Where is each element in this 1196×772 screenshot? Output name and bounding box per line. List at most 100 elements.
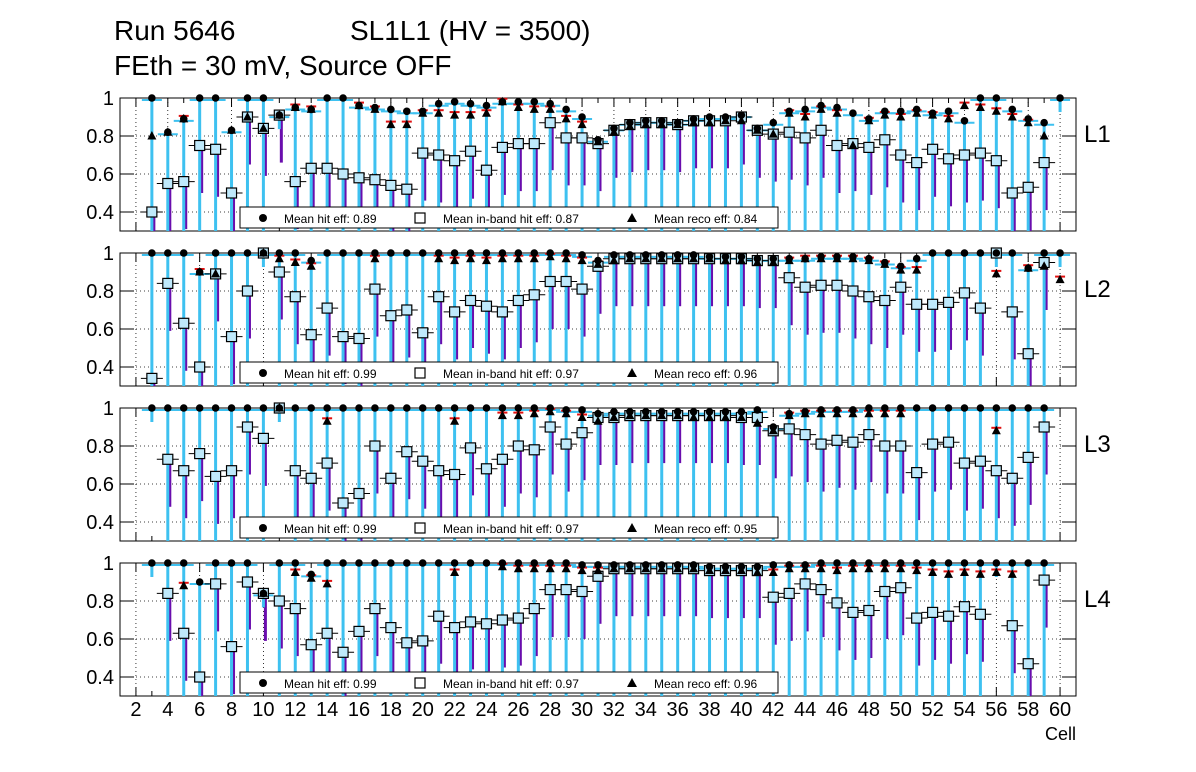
reco-point	[641, 410, 651, 420]
y-tick-label: 0.4	[86, 512, 114, 534]
reco-point	[211, 268, 221, 278]
inband-point	[1022, 658, 1034, 670]
inband-point	[799, 281, 811, 293]
reco-point	[689, 412, 699, 421]
inband-point	[146, 206, 158, 218]
hit-point	[164, 404, 172, 412]
chamber-label: SL1L1 (HV = 3500)	[350, 15, 591, 46]
hit-point	[610, 408, 618, 416]
hit-point	[1008, 249, 1017, 257]
inband-point	[480, 164, 493, 176]
inband-point	[194, 671, 206, 683]
reco-point	[545, 104, 555, 113]
reco-point	[497, 96, 507, 106]
hit-point	[960, 404, 969, 412]
inband-point	[496, 141, 508, 153]
hit-point	[562, 559, 570, 567]
reco-point	[593, 416, 603, 425]
inband-point	[528, 289, 540, 301]
hit-point	[944, 404, 953, 412]
hit-point	[562, 105, 570, 114]
y-tick-label: 0.6	[86, 164, 114, 186]
reco-point	[306, 104, 316, 113]
hit-point	[1040, 404, 1048, 412]
inband-point	[178, 627, 190, 639]
inband-point	[273, 266, 285, 278]
inband-point	[958, 149, 971, 161]
reco-point	[322, 416, 332, 425]
hit-point	[403, 249, 411, 257]
inband-point	[353, 172, 365, 184]
inband-point	[911, 298, 923, 310]
inband-point	[974, 147, 987, 159]
reco-point	[609, 563, 619, 573]
inband-point	[178, 176, 190, 188]
reco-point	[816, 408, 826, 418]
reco-point	[832, 408, 842, 418]
x-tick-label: 22	[443, 699, 465, 721]
hit-point	[387, 105, 395, 114]
reco-point	[864, 115, 874, 125]
inband-point	[241, 285, 254, 297]
x-tick-label: 18	[380, 699, 402, 721]
hit-point	[450, 249, 459, 257]
reco-point	[736, 565, 746, 575]
legend-reco-marker	[627, 213, 637, 222]
x-tick-label: 20	[412, 699, 434, 721]
legend-inband-marker	[414, 367, 426, 379]
inband-point	[974, 608, 987, 620]
reco-point	[577, 412, 587, 421]
reco-point	[147, 131, 157, 140]
x-tick-label: 4	[162, 699, 173, 721]
hit-point	[403, 559, 411, 567]
hit-point	[976, 559, 985, 567]
inband-point	[417, 455, 429, 467]
hit-point	[339, 249, 347, 257]
panel-l1: 0.4 0.6 0.8 1 L1 Mean hit eff: 0.89 Mean in-ba…	[86, 88, 1111, 232]
hit-point	[498, 404, 507, 412]
inband-point	[1022, 348, 1034, 360]
inband-point	[1006, 620, 1018, 632]
hit-point	[530, 249, 539, 257]
reco-point	[513, 410, 523, 420]
legend-hit-label: Mean hit eff: 0.99	[284, 367, 377, 381]
x-tick-label: 12	[284, 699, 306, 721]
reco-point	[561, 408, 571, 418]
inband-point	[895, 149, 907, 161]
reco-point	[736, 412, 746, 421]
hit-point	[896, 107, 905, 116]
hit-point	[434, 249, 443, 257]
inband-point	[449, 468, 461, 481]
hit-point	[387, 249, 395, 257]
reco-point	[529, 253, 539, 263]
inband-point	[385, 179, 397, 191]
reco-point	[880, 259, 890, 268]
panel-l2: 0.4 0.6 0.8 1 L2 Mean hit eff: 0.99 Mean in-ba…	[86, 243, 1111, 387]
y-tick-label: 1	[103, 88, 114, 110]
hit-point	[737, 408, 746, 416]
inband-point	[401, 637, 413, 649]
inband-point	[926, 438, 939, 450]
hit-point	[960, 559, 969, 567]
hit-point	[976, 94, 985, 102]
inband-point	[225, 331, 238, 343]
inband-point	[496, 306, 508, 318]
inband-point	[879, 294, 891, 307]
hit-point	[195, 404, 204, 412]
inband-point	[289, 465, 301, 477]
reco-point	[434, 253, 444, 263]
reco-point	[322, 578, 332, 588]
legend-inband-label: Mean in-band hit eff: 0.97	[443, 522, 579, 536]
reco-point	[529, 563, 539, 573]
inband-point	[576, 427, 588, 439]
hit-point	[530, 404, 539, 412]
reco-point	[816, 563, 826, 573]
x-tick-label: 30	[571, 699, 593, 721]
hit-point	[403, 404, 411, 412]
reco-point	[736, 115, 746, 125]
legend-reco-label: Mean reco eff: 0.84	[654, 212, 758, 226]
legend-reco-label: Mean reco eff: 0.95	[654, 522, 758, 536]
inband-point	[911, 612, 923, 624]
inband-point	[911, 467, 923, 479]
inband-point	[783, 126, 795, 138]
